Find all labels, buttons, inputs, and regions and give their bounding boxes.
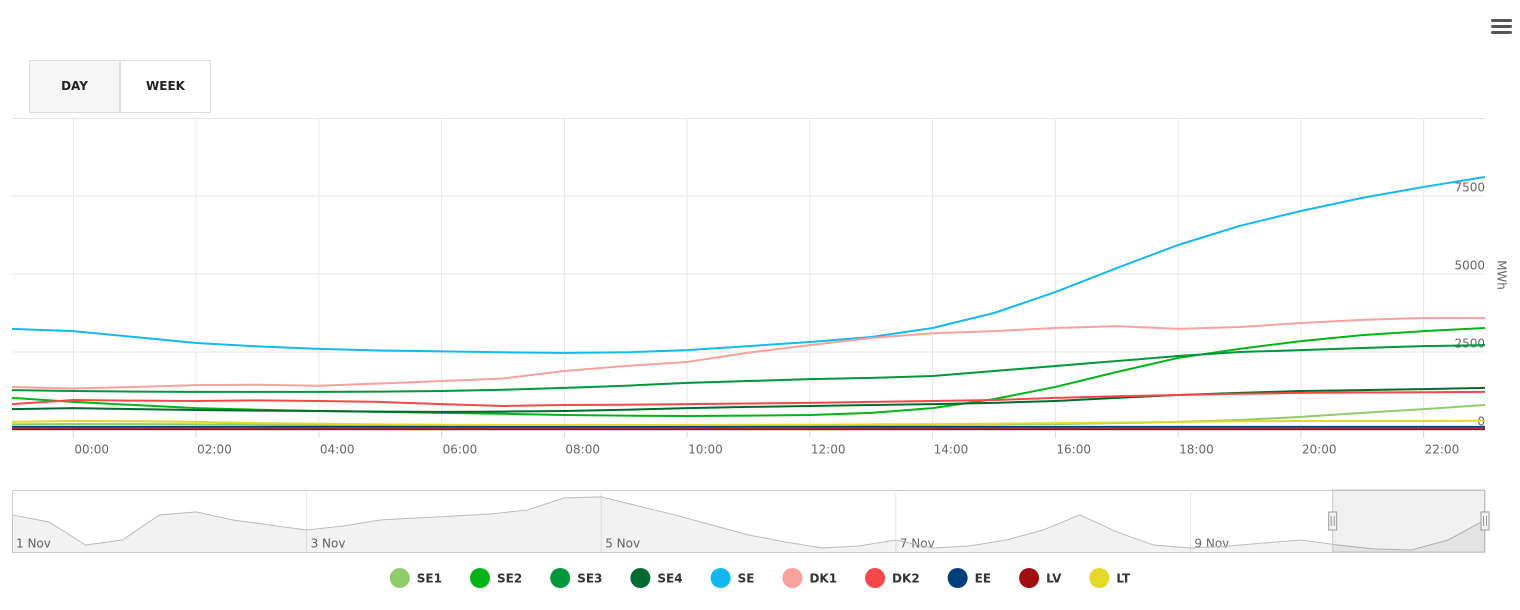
x-tick-label: 14:00 xyxy=(934,443,969,457)
y-tick-label: 5000 xyxy=(1454,259,1485,273)
legend-label: SE2 xyxy=(497,572,522,586)
navigator-frame xyxy=(12,490,1485,553)
menu-bar xyxy=(1491,19,1512,22)
navigator-label: 5 Nov xyxy=(605,537,640,551)
legend-label: SE xyxy=(738,572,755,586)
series-line xyxy=(11,344,1486,393)
legend-swatch xyxy=(389,568,410,588)
legend-label: DK2 xyxy=(892,572,920,586)
legend-label: LV xyxy=(1046,572,1062,586)
legend-item[interactable]: SE xyxy=(710,568,755,588)
menu-icon[interactable] xyxy=(1491,19,1512,34)
legend-swatch xyxy=(710,568,731,588)
x-tick-label: 22:00 xyxy=(1425,443,1460,457)
legend-swatch xyxy=(1019,568,1040,588)
legend-label: SE1 xyxy=(417,572,442,586)
x-tick-label: 02:00 xyxy=(197,443,232,457)
legend-swatch xyxy=(630,568,651,588)
legend-swatch xyxy=(947,568,968,588)
y-tick-label: 2500 xyxy=(1454,337,1485,351)
legend-swatch xyxy=(865,568,886,588)
legend-item[interactable]: SE2 xyxy=(469,568,522,588)
legend: SE1 SE2 SE3 SE4 SE DK1 DK2 EE LV LT xyxy=(389,568,1131,588)
x-tick-label: 08:00 xyxy=(565,443,600,457)
x-tick-label: 20:00 xyxy=(1302,443,1337,457)
legend-item[interactable]: SE4 xyxy=(630,568,683,588)
range-buttons: DAY WEEK xyxy=(29,60,211,113)
menu-bar xyxy=(1491,25,1512,28)
legend-swatch xyxy=(782,568,803,588)
x-tick-label: 06:00 xyxy=(443,443,478,457)
y-axis-title: MWh xyxy=(1495,260,1509,290)
legend-item[interactable]: EE xyxy=(947,568,991,588)
legend-item[interactable]: SE1 xyxy=(389,568,442,588)
legend-item[interactable]: DK2 xyxy=(865,568,920,588)
week-button[interactable] xyxy=(120,60,211,113)
navigator-label: 3 Nov xyxy=(311,537,346,551)
legend-swatch xyxy=(469,568,490,588)
legend-item[interactable]: LT xyxy=(1089,568,1131,588)
legend-label: SE4 xyxy=(657,572,682,586)
week-button-text: WEEK xyxy=(146,79,186,93)
x-tick-label: 16:00 xyxy=(1056,443,1091,457)
menu-bar xyxy=(1491,31,1512,34)
x-tick-label: 12:00 xyxy=(811,443,846,457)
legend-swatch xyxy=(550,568,571,588)
x-tick-label: 00:00 xyxy=(74,443,109,457)
legend-item[interactable]: DK1 xyxy=(782,568,837,588)
legend-label: DK1 xyxy=(809,572,837,586)
legend-item[interactable]: LV xyxy=(1019,568,1062,588)
series-line xyxy=(11,419,1486,427)
legend-label: EE xyxy=(975,572,991,586)
x-tick-label: 10:00 xyxy=(688,443,723,457)
legend-swatch xyxy=(1089,568,1110,588)
navigator-line xyxy=(11,496,1486,551)
series-line xyxy=(11,175,1486,354)
day-button[interactable] xyxy=(29,60,120,113)
day-button-text: DAY xyxy=(61,79,88,93)
legend-label: SE3 xyxy=(577,572,602,586)
navigator-handle[interactable] xyxy=(1328,511,1338,531)
series-line xyxy=(11,390,1486,407)
navigator-area xyxy=(12,496,1485,552)
navigator-handle[interactable] xyxy=(1480,511,1490,531)
legend-item[interactable]: SE3 xyxy=(550,568,602,588)
y-tick-label: 7500 xyxy=(1454,181,1485,195)
legend-label: LT xyxy=(1116,572,1131,586)
x-tick-label: 18:00 xyxy=(1179,443,1214,457)
navigator-selection-fill xyxy=(1332,490,1485,552)
x-tick-label: 04:00 xyxy=(320,443,355,457)
navigator-label: 1 Nov xyxy=(16,537,51,551)
series-line xyxy=(11,316,1485,390)
